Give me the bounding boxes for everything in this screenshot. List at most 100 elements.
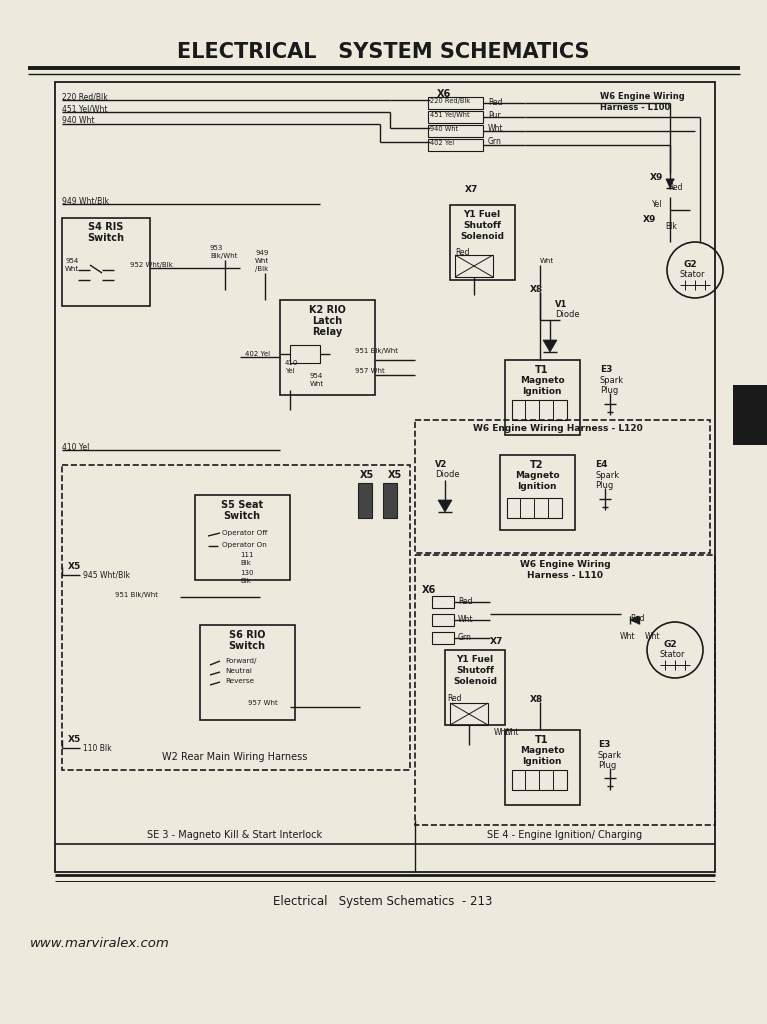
Text: X6: X6	[437, 89, 451, 99]
Text: Pur: Pur	[488, 111, 501, 120]
Text: X5: X5	[68, 735, 81, 744]
Text: Switch: Switch	[87, 233, 124, 243]
Text: Wht: Wht	[645, 632, 660, 641]
Bar	[62, 218, 150, 306]
Bar	[455, 255, 493, 278]
Text: Wht: Wht	[310, 381, 324, 387]
Text: W6 Engine Wiring: W6 Engine Wiring	[520, 560, 611, 569]
Text: Spark: Spark	[595, 471, 619, 480]
Text: 957 Wht: 957 Wht	[248, 700, 278, 706]
Text: 451 Yel/Wht: 451 Yel/Wht	[62, 104, 107, 113]
Text: Magneto: Magneto	[520, 746, 565, 755]
Text: E3: E3	[598, 740, 611, 749]
Text: Ignition: Ignition	[517, 482, 557, 490]
Text: S5 Seat: S5 Seat	[221, 500, 263, 510]
Bar	[432, 614, 454, 626]
Text: Wht: Wht	[540, 258, 554, 264]
Bar	[505, 730, 580, 805]
Text: S4 RIS: S4 RIS	[88, 222, 123, 232]
Text: Yel: Yel	[285, 368, 295, 374]
Bar	[358, 483, 372, 518]
Text: Magneto: Magneto	[520, 376, 565, 385]
Text: Solenoid: Solenoid	[453, 677, 497, 686]
Text: 953: 953	[210, 245, 223, 251]
Text: Magneto: Magneto	[515, 471, 559, 480]
Text: 957 Wht: 957 Wht	[355, 368, 385, 374]
Text: Spark: Spark	[600, 376, 624, 385]
Text: Red: Red	[668, 183, 683, 193]
Text: Ignition: Ignition	[522, 757, 561, 766]
Bar	[507, 498, 562, 518]
Text: 951 Blk/Wht: 951 Blk/Wht	[355, 348, 398, 354]
Text: Ignition: Ignition	[522, 387, 561, 396]
Text: Blk: Blk	[240, 560, 251, 566]
Text: X7: X7	[465, 185, 479, 194]
Text: Switch: Switch	[229, 641, 265, 651]
Text: Red: Red	[447, 694, 462, 703]
Text: Relay: Relay	[312, 327, 342, 337]
Text: Diode: Diode	[435, 470, 459, 479]
Bar	[428, 111, 483, 123]
Bar	[383, 483, 397, 518]
Text: Stator: Stator	[659, 650, 684, 659]
Text: /Blk: /Blk	[255, 266, 268, 272]
Text: 110 Blk: 110 Blk	[83, 744, 112, 753]
Text: G2: G2	[663, 640, 676, 649]
Text: 954: 954	[310, 373, 323, 379]
Text: Red: Red	[488, 98, 502, 106]
Text: W6 Engine Wiring Harness - L120: W6 Engine Wiring Harness - L120	[473, 424, 643, 433]
Polygon shape	[666, 179, 674, 188]
Text: 220 Red/Blk: 220 Red/Blk	[62, 92, 107, 101]
Text: X5: X5	[388, 470, 402, 480]
Text: Red: Red	[458, 597, 472, 606]
Bar	[733, 385, 767, 445]
Bar	[415, 420, 710, 553]
Text: ELECTRICAL   SYSTEM SCHEMATICS: ELECTRICAL SYSTEM SCHEMATICS	[176, 42, 589, 62]
Text: 940 Wht: 940 Wht	[62, 116, 94, 125]
Text: 402 Yel: 402 Yel	[430, 140, 454, 146]
Bar	[445, 650, 505, 725]
Text: 951 Blk/Wht: 951 Blk/Wht	[115, 592, 158, 598]
Text: 410 Yel: 410 Yel	[62, 443, 90, 452]
Text: Spark: Spark	[598, 751, 622, 760]
Text: Wht: Wht	[494, 728, 509, 737]
Text: Diode: Diode	[555, 310, 580, 319]
Text: Solenoid: Solenoid	[460, 232, 504, 241]
Text: Switch: Switch	[223, 511, 261, 521]
Text: X8: X8	[530, 285, 543, 294]
Text: 410: 410	[285, 360, 298, 366]
Text: Latch: Latch	[312, 316, 342, 326]
Text: V1: V1	[555, 300, 568, 309]
Text: 952 Wht/Blk: 952 Wht/Blk	[130, 262, 173, 268]
Text: E3: E3	[600, 365, 612, 374]
Text: Plug: Plug	[595, 481, 614, 490]
Bar	[512, 770, 567, 790]
Bar	[428, 97, 483, 109]
Text: Blk: Blk	[665, 222, 676, 231]
Text: X5: X5	[360, 470, 374, 480]
Text: X8: X8	[530, 695, 543, 705]
Polygon shape	[438, 500, 452, 512]
Text: Grn: Grn	[458, 633, 472, 642]
Text: 451 Yel/Wht: 451 Yel/Wht	[430, 112, 469, 118]
Bar	[450, 703, 488, 725]
Text: Red: Red	[455, 248, 469, 257]
Text: Shutoff: Shutoff	[463, 221, 501, 230]
Text: Operator Off: Operator Off	[222, 530, 267, 536]
Text: Wht: Wht	[504, 728, 519, 737]
Text: T1: T1	[535, 365, 548, 375]
Text: X5: X5	[68, 562, 81, 571]
Bar	[428, 125, 483, 137]
Text: T2: T2	[530, 460, 544, 470]
Text: Forward/: Forward/	[225, 658, 256, 664]
Text: W6 Engine Wiring: W6 Engine Wiring	[600, 92, 685, 101]
Text: 130: 130	[240, 570, 254, 575]
Text: Stator: Stator	[679, 270, 705, 279]
Text: SE 3 - Magneto Kill & Start Interlock: SE 3 - Magneto Kill & Start Interlock	[147, 830, 323, 840]
Text: X9: X9	[643, 215, 657, 224]
Text: Y1 Fuel: Y1 Fuel	[463, 210, 501, 219]
Bar	[62, 465, 410, 770]
Text: Wht: Wht	[65, 266, 79, 272]
Text: X6: X6	[422, 585, 436, 595]
Text: 949 Wht/Blk: 949 Wht/Blk	[62, 197, 109, 206]
